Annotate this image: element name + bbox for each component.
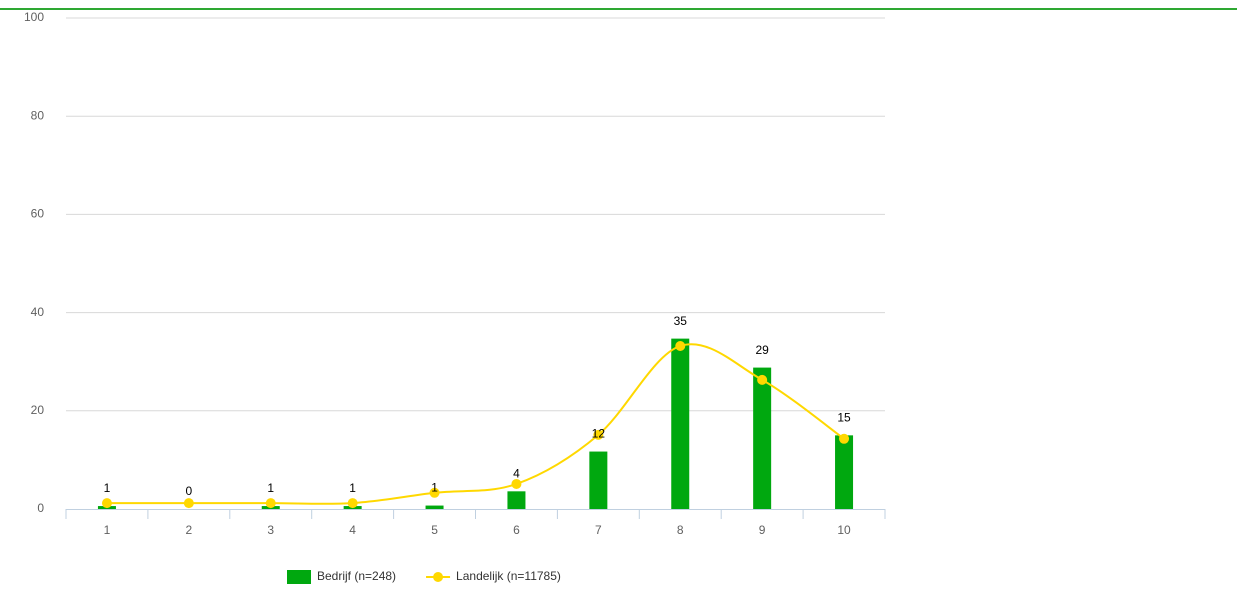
- bar: [835, 435, 854, 509]
- y-tick-label: 100: [24, 10, 44, 24]
- bar: [753, 367, 772, 509]
- data-label: 0: [186, 484, 193, 498]
- x-tick-label: 8: [677, 523, 684, 537]
- data-label: 1: [267, 481, 274, 495]
- line-marker: [511, 478, 522, 489]
- bar: [507, 491, 526, 509]
- line-marker: [183, 498, 194, 509]
- line-marker: [347, 498, 358, 509]
- y-tick-label: 0: [37, 501, 44, 515]
- data-label: 15: [837, 411, 851, 425]
- line-marker: [265, 498, 276, 509]
- line-marker: [101, 498, 112, 509]
- legend-label: Landelijk (n=11785): [456, 569, 561, 583]
- legend-label: Bedrijf (n=248): [317, 569, 396, 583]
- data-label: 1: [349, 481, 356, 495]
- data-label: 35: [674, 314, 688, 328]
- x-tick-label: 9: [759, 523, 766, 537]
- data-label: 12: [592, 427, 606, 441]
- bar: [425, 505, 444, 509]
- line: [106, 343, 845, 505]
- legend-swatch: [287, 570, 311, 584]
- line-marker: [675, 340, 686, 351]
- x-tick-label: 1: [104, 523, 111, 537]
- x-tick-label: 6: [513, 523, 520, 537]
- y-tick-label: 20: [31, 403, 45, 417]
- x-tick-label: 5: [431, 523, 438, 537]
- bar: [589, 451, 608, 509]
- data-label: 1: [104, 481, 111, 495]
- x-tick-label: 3: [267, 523, 274, 537]
- legend-swatch-marker: [433, 572, 444, 582]
- y-tick-label: 40: [31, 305, 45, 319]
- line-marker: [757, 374, 768, 385]
- line-marker: [839, 433, 850, 444]
- x-tick-label: 4: [349, 523, 356, 537]
- data-label: 29: [755, 343, 769, 357]
- y-tick-label: 60: [31, 207, 45, 221]
- line-marker: [429, 487, 440, 498]
- x-tick-label: 7: [595, 523, 602, 537]
- bar: [671, 338, 690, 509]
- data-label: 1: [431, 481, 438, 495]
- y-tick-label: 80: [31, 108, 45, 122]
- data-label: 4: [513, 466, 520, 480]
- x-tick-label: 10: [837, 523, 851, 537]
- line-marker: [593, 429, 604, 440]
- x-tick-label: 2: [186, 523, 193, 537]
